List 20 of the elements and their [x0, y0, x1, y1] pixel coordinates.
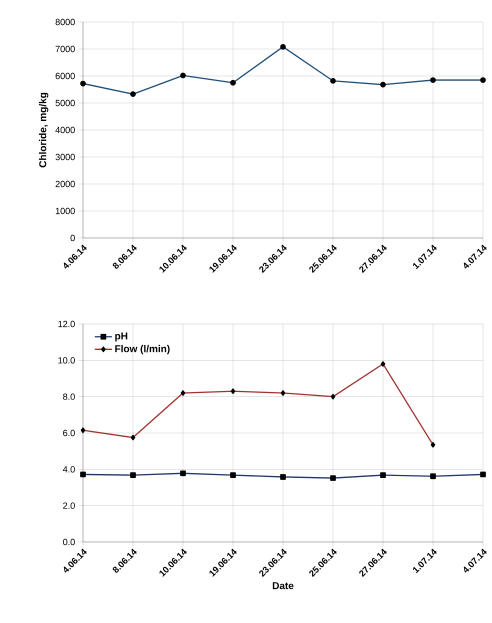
x-axis-title: Date [272, 582, 294, 590]
y-tick-label: 8000 [56, 18, 75, 26]
y-tick-label: 0.0 [63, 538, 75, 546]
y-tick-label: 6000 [56, 72, 75, 80]
y-tick-label: 4.0 [62, 466, 75, 473]
y-tick-label: 2000 [56, 180, 75, 188]
y-tick-label: 8.0 [63, 393, 75, 400]
y-axis-title: Chloride, mg/kg [38, 92, 48, 168]
y-tick-label: 3000 [56, 154, 75, 160]
y-tick-label: 5000 [56, 100, 75, 106]
y-tick-label: 2.0 [63, 502, 75, 509]
y-tick-label: 1000 [56, 208, 75, 214]
y-tick-label: 4000 [55, 126, 75, 134]
y-tick-label: 10.0 [58, 357, 75, 364]
legend-label: Flow (l/min) [115, 344, 170, 354]
y-tick-label: 0 [70, 234, 75, 242]
y-tick-label: 6.0 [63, 430, 75, 436]
y-tick-label: 12.0 [58, 320, 75, 328]
legend-label: pH [115, 332, 128, 342]
y-tick-label: 7000 [56, 46, 75, 52]
